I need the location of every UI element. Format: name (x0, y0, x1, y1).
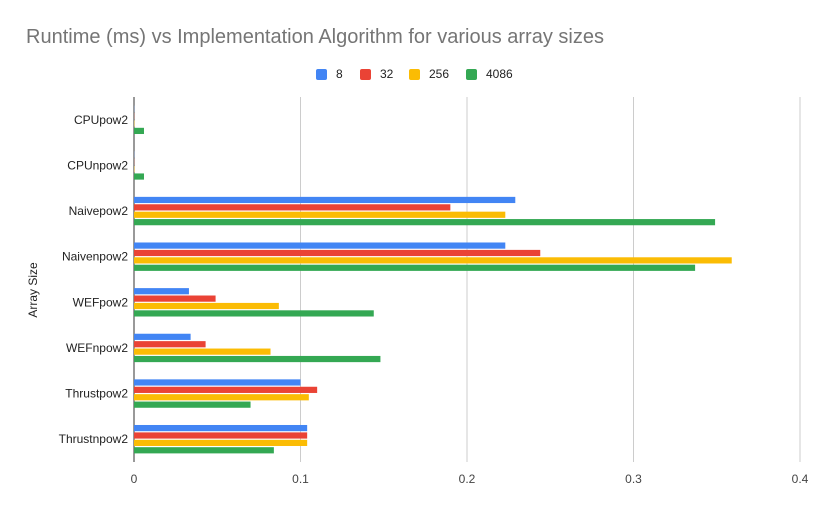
bar (134, 386, 318, 393)
legend-item-256[interactable]: 256 (409, 64, 449, 84)
x-tick-label: 0.3 (625, 472, 642, 486)
bar (134, 424, 308, 432)
legend-label-256: 256 (429, 67, 450, 81)
bar (134, 394, 309, 401)
bar (134, 333, 191, 340)
category-label: WEFpow2 (73, 295, 129, 309)
bar (134, 173, 144, 180)
bar (134, 401, 251, 408)
legend-swatch-32 (360, 68, 371, 80)
bar (134, 242, 506, 249)
bar (134, 127, 144, 135)
category-label: CPUpow2 (74, 113, 128, 127)
legend-swatch-4086 (466, 68, 477, 80)
legend-item-32[interactable]: 32 (360, 64, 393, 84)
bar (134, 264, 696, 271)
category-label: WEFnpow2 (66, 341, 128, 355)
bar (134, 348, 271, 355)
bar (134, 196, 516, 204)
x-tick-label: 0.2 (459, 472, 476, 486)
bar (134, 295, 216, 302)
bar (134, 288, 189, 295)
bar (134, 249, 541, 257)
bar (134, 219, 716, 226)
bar (134, 204, 451, 211)
category-label: Naivenpow2 (62, 250, 128, 264)
legend-swatch-8 (316, 68, 327, 80)
bar (134, 379, 301, 386)
x-tick-label: 0.4 (792, 472, 809, 486)
bar (134, 257, 732, 264)
category-label: Thrustnpow2 (59, 432, 129, 446)
bar (134, 447, 274, 454)
bar (134, 341, 206, 348)
bar (134, 211, 506, 218)
bar (134, 310, 374, 317)
bar (134, 355, 381, 363)
legend: 8 32 256 4086 (0, 64, 827, 84)
category-label: CPUnpow2 (67, 158, 128, 172)
legend-item-8[interactable]: 8 (316, 64, 343, 84)
bar (134, 302, 279, 310)
legend-label-4086: 4086 (486, 67, 513, 81)
legend-label-32: 32 (380, 67, 394, 81)
category-label: Naivepow2 (69, 204, 129, 218)
legend-item-4086[interactable]: 4086 (466, 64, 513, 84)
bar (134, 439, 308, 446)
category-label: Thrustpow2 (65, 387, 128, 401)
legend-swatch-256 (409, 68, 420, 80)
bar (134, 432, 308, 439)
x-tick-label: 0.1 (292, 472, 309, 486)
chart-title: Runtime (ms) vs Implementation Algorithm… (26, 26, 604, 48)
x-tick-label: 0 (131, 472, 138, 486)
legend-label-8: 8 (336, 67, 343, 81)
